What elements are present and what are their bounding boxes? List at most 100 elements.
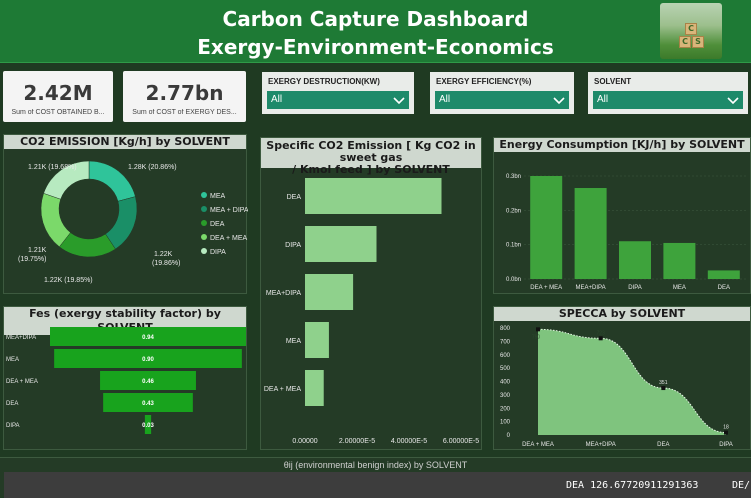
x-tick-label-dea: DEA [718, 285, 730, 291]
category-label-mea: MEA [286, 338, 302, 345]
bar-dea [305, 178, 442, 214]
dropdown-value: All [597, 94, 609, 105]
y-tick-label: 800 [500, 326, 511, 332]
fes-panel: Fes (exergy stability factor) by SOLVENT… [3, 306, 247, 450]
funnel-bar-dea-mea [100, 371, 196, 390]
exergy-efficiency-dropdown[interactable]: All [435, 91, 569, 109]
x-tick-label-dipa: DIPA [719, 442, 733, 448]
energy-bar-chart: 0.3bn 0.2bn 0.1bn 0.0bn DEA + MEA MEA+DIPA DIP… [506, 174, 746, 291]
donut-label-mea: 1.28K (20.86%) [128, 164, 177, 171]
category-label-dea: DEA [287, 194, 302, 201]
benign-index-panel: θij (environmental benign index) by SOLV… [0, 457, 751, 498]
bar-mea-dipa [574, 188, 607, 279]
funnel-bar-dipa [144, 415, 152, 434]
funnel-bar-mea [54, 349, 242, 368]
slicer-solvent: SOLVENT All [588, 72, 748, 114]
slicer-exergy-destruction: EXERGY DESTRUCTION(KW) All [262, 72, 414, 114]
specca-point-label-dipa: 18 [723, 425, 729, 431]
specca-point-label-mea-dipa: 723 [596, 330, 605, 336]
donut-legend: MEA MEA + DIPA DEA DEA + MEA DIPA [201, 192, 248, 256]
funnel-bar-dea [103, 393, 193, 412]
legend-label-mea-dipa: MEA + DIPA [210, 207, 248, 214]
bar-dea-mea [530, 176, 563, 279]
slicer-exergy-efficiency: EXERGY EFFICIENCY(%) All [430, 72, 574, 114]
y-tick-label: 0.0bn [506, 277, 521, 283]
funnel-bar-mea-dipa [50, 327, 246, 346]
benign-index-visual: DEA 126.67720911291363 DE/ [4, 472, 751, 498]
chevron-down-icon [393, 97, 405, 105]
bar-dea [707, 270, 740, 279]
funnel-value-dea-mea: 0.46 [142, 379, 154, 385]
x-tick-label: 6.00000E-5 [443, 438, 479, 445]
chevron-down-icon [553, 97, 565, 105]
kpi-label: Sum of COST OBTAINED B... [11, 109, 105, 116]
panel-title: Specific CO2 Emission [ Kg CO2 in sweet … [261, 138, 481, 176]
energy-consumption-panel: Energy Consumption [KJ/h] by SOLVENT 0.3… [493, 137, 751, 294]
legend-label-dea: DEA [210, 221, 225, 228]
slicer-label: EXERGY DESTRUCTION(KW) [268, 77, 380, 86]
chevron-down-icon [727, 97, 739, 105]
y-tick-label: 200 [500, 406, 511, 412]
y-tick-label: 0 [507, 433, 511, 439]
specca-point-mea-dipa [598, 336, 603, 341]
dropdown-value: All [271, 94, 283, 105]
y-tick-label: 0.2bn [506, 208, 521, 214]
bar-mea [663, 242, 696, 279]
bar-mea [305, 322, 329, 358]
x-tick-label: 4.00000E-5 [391, 438, 427, 445]
bar-dipa [305, 226, 377, 262]
specca-point-dipa [724, 430, 728, 435]
slicer-label: EXERGY EFFICIENCY(%) [436, 77, 532, 86]
x-tick-label: 2.00000E-5 [339, 438, 375, 445]
category-label-dea-mea: DEA + MEA [264, 386, 301, 393]
kpi-card-cost-obtained[interactable]: 2.42M Sum of COST OBTAINED B... [3, 71, 113, 122]
dropdown-value: All [439, 94, 451, 105]
solvent-dropdown[interactable]: All [593, 91, 743, 109]
specca-point-label-dea: 351 [659, 380, 668, 386]
funnel-value-mea: 0.90 [142, 357, 154, 363]
funnel-category-dea: DEA [6, 401, 18, 407]
specca-point-label-dea-mea: 790 [532, 334, 541, 340]
funnel-category-dipa: DIPA [6, 423, 20, 429]
donut-label-dea: 1.22K (19.85%) [44, 277, 93, 284]
kpi-card-cost-exergy[interactable]: 2.77bn Sum of COST of EXERGY DES... [123, 71, 246, 122]
x-tick-label-mea-dipa: MEA+DIPA [576, 285, 606, 291]
legend-dot-dea-mea [201, 234, 207, 240]
logo-letter-s: S [692, 36, 704, 48]
y-tick-label: 400 [500, 380, 511, 386]
y-tick-label: 0.3bn [506, 174, 521, 180]
bar-mea-dipa [305, 274, 354, 310]
benign-index-value-clipped: DE/ [732, 480, 751, 491]
panel-title-line1: Specific CO2 Emission [ Kg CO2 in sweet … [266, 139, 476, 164]
slicer-label: SOLVENT [594, 77, 632, 86]
specific-co2-panel: Specific CO2 Emission [ Kg CO2 in sweet … [260, 137, 482, 450]
legend-dot-dea [201, 220, 207, 226]
x-tick-label-dea-mea: DEA + MEA [530, 285, 562, 291]
benign-index-value: DEA 126.67720911291363 [566, 480, 699, 491]
legend-dot-dipa [201, 248, 207, 254]
donut-slice-dipa [43, 160, 90, 200]
funnel-value-dipa: 0.03 [142, 423, 154, 429]
donut-label-dipa: 1.21K (19.68%) [28, 164, 77, 171]
specca-area-chart: 800 700 600 500 400 300 200 100 0 790 DEA + MEA 723… [500, 326, 733, 448]
y-tick-label: 300 [500, 393, 511, 399]
kpi-value: 2.77bn [145, 81, 224, 105]
kpi-label: Sum of COST of EXERGY DES... [132, 109, 237, 116]
x-tick-label-mea-dipa: MEA+DIPA [586, 442, 616, 448]
donut-label-dea-mea-2: (19.75%) [18, 256, 46, 263]
x-tick-label-dipa: DIPA [628, 285, 642, 291]
x-tick-label-dea: DEA [657, 442, 669, 448]
legend-dot-mea-dipa [201, 206, 207, 212]
dashboard-title: Carbon Capture Dashboard [222, 7, 529, 31]
specca-panel: SPECCA by SOLVENT 800 700 600 500 400 300 200 1… [493, 306, 751, 450]
panel-title: θij (environmental benign index) by SOLV… [283, 460, 468, 470]
specca-line [537, 328, 727, 434]
funnel-category-mea: MEA [6, 357, 19, 363]
specific-co2-bar-chart: DEA DIPA MEA+DIPA MEA DEA + MEA 0.00000 2.0000… [264, 178, 479, 445]
bar-dea-mea [305, 370, 324, 406]
exergy-destruction-dropdown[interactable]: All [267, 91, 409, 109]
donut-label-dea-mea-1: 1.21K [28, 247, 47, 254]
specca-point-dea-mea [536, 327, 540, 332]
logo-letter-c2: C [679, 36, 691, 48]
panel-title: CO2 EMISSION [Kg/h] by SOLVENT [4, 135, 246, 149]
